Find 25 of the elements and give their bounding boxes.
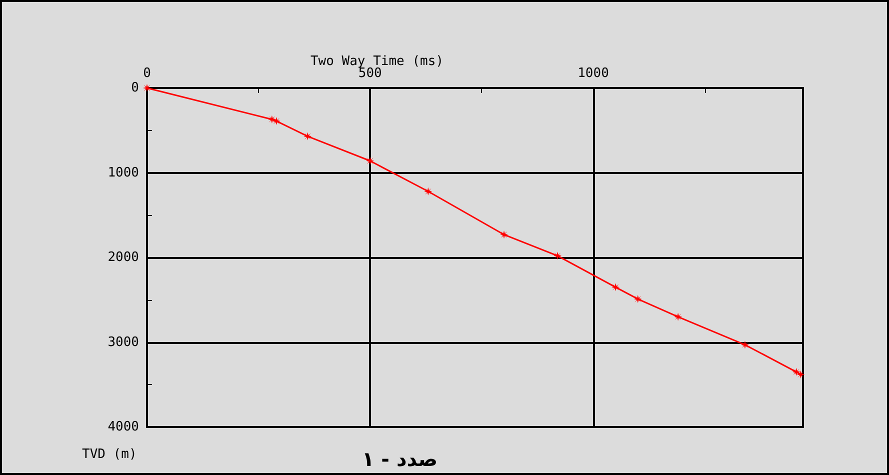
point — [674, 312, 682, 321]
x-tick-label: 500 — [358, 66, 382, 81]
point — [424, 187, 432, 196]
point — [366, 156, 374, 165]
y-tick-label: 4000 — [108, 420, 139, 434]
x-axis-title: Two Way Time (ms) — [310, 54, 444, 69]
point — [612, 283, 620, 292]
y-axis-title: TVD (m) — [82, 447, 137, 462]
point — [272, 117, 280, 126]
point — [143, 84, 151, 92]
text: صدد - ۱ — [362, 447, 438, 471]
point — [304, 132, 312, 140]
point — [554, 252, 562, 260]
x-tick-label: 0 — [143, 66, 151, 81]
point — [740, 340, 749, 349]
x-tick-label: 1000 — [578, 66, 609, 81]
y-tick-label: 2000 — [108, 250, 139, 265]
y-tick-label: 3000 — [108, 334, 139, 350]
y-tick-label: 0 — [131, 80, 139, 96]
point — [792, 368, 800, 376]
point — [500, 230, 508, 239]
point — [634, 295, 642, 304]
point — [268, 115, 276, 124]
point — [796, 370, 805, 378]
y-tick-label: 1000 — [108, 165, 139, 180]
